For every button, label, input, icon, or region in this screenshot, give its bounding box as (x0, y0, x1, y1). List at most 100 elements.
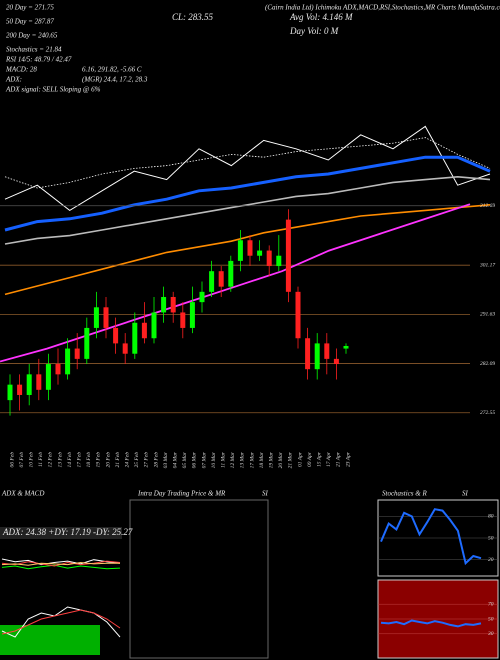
x-tick-label: 14 Feb (66, 452, 73, 468)
rsi-line (380, 619, 482, 628)
candle-body (17, 384, 23, 395)
source: (Cairn India Ltd) Ichimoku ADX,MACD,RSI,… (265, 4, 500, 12)
macd-line (1, 609, 121, 635)
ema20: 20 Day = 271.75 (6, 4, 54, 12)
adx-reading: ADX: 24.38 +DY: 17.19 -DY: 25.27 (2, 527, 133, 537)
x-tick-label: 06 Mar (192, 451, 198, 468)
adx-line (1, 558, 121, 566)
overlay-line (4, 204, 491, 296)
candle-body (151, 312, 157, 339)
x-tick-label: 15 Apr (316, 451, 322, 467)
candle-body (324, 343, 330, 359)
x-tick-label: 19 Feb (96, 452, 102, 468)
stoch-tick: 20 (488, 557, 494, 563)
x-tick-label: 17 Feb (76, 452, 82, 468)
overlay-line (4, 155, 491, 232)
candle-body (113, 327, 119, 344)
candle-body (285, 219, 291, 292)
intraday-title: Intra Day Trading Price & MR (137, 490, 226, 498)
candle-body (333, 358, 339, 365)
candle-body (55, 364, 61, 375)
adx-line (1, 564, 121, 570)
stoch-tick: 50 (488, 535, 494, 541)
close: CL: 283.55 (172, 12, 214, 22)
x-tick-label: 09 Apr (307, 451, 313, 467)
x-tick-label: 07 Mar (201, 451, 207, 468)
candle-body (180, 312, 186, 328)
stoch-title: Stochastics & R (382, 490, 427, 498)
candle-body (141, 322, 147, 339)
rsi: RSI 14/5: 48.79 / 42.47 (5, 56, 72, 64)
candle-body (45, 364, 51, 390)
x-tick-label: 17 Mar (249, 451, 255, 468)
candle-body (132, 322, 138, 354)
adx-line (1, 561, 120, 566)
candle-body (65, 348, 71, 375)
y-tick-label: 272.55 (480, 410, 495, 416)
x-tick-label: 23 Apr (345, 451, 351, 467)
x-tick-label: 07 Feb (19, 452, 25, 468)
candle-body (247, 240, 253, 256)
adx-signal: ADX signal: SELL Sloping @ 6% (5, 86, 101, 94)
x-tick-label: 21 Feb (115, 452, 121, 468)
adx-reading-bg (0, 527, 122, 539)
candle-body (122, 343, 128, 354)
x-tick-label: 12 Feb (48, 452, 54, 468)
x-tick-label: 13 Mar (240, 451, 246, 468)
candle-body (209, 271, 215, 292)
x-tick-label: 25 Feb (134, 452, 140, 468)
stoch-tick: 80 (488, 514, 494, 520)
adx-title: ADX & MACD (1, 490, 44, 498)
x-tick-label: 06 Feb (9, 452, 15, 468)
candle-body (276, 255, 282, 267)
x-tick-label: 18 Mar (259, 451, 265, 468)
x-tick-label: 10 Feb (28, 452, 34, 468)
macd-zero-fill (0, 625, 100, 655)
candle-body (218, 271, 224, 287)
candle-body (103, 307, 109, 328)
x-tick-label: 20 Mar (278, 451, 284, 468)
candle-body (237, 240, 243, 261)
avg-volume: Avg Vol: 4.146 M (289, 12, 353, 22)
rsi-tick: 30 (487, 631, 494, 637)
candle-body (305, 338, 311, 370)
rsi-tick: 70 (488, 601, 494, 607)
intraday-frame (129, 499, 269, 659)
overlay-line (4, 125, 491, 212)
candle-body (314, 343, 320, 370)
y-tick-label: 282.09 (480, 361, 495, 367)
candle-body (295, 291, 301, 339)
candle-body (7, 384, 13, 401)
overlay-line (4, 175, 491, 245)
candle-body (74, 348, 80, 359)
candle-body (161, 296, 167, 313)
candle-body (257, 250, 263, 256)
x-tick-label: 19 Mar (268, 451, 274, 468)
x-tick-label: 11 Feb (38, 452, 44, 467)
x-tick-label: 17 Apr (326, 451, 332, 467)
price-line (0, 203, 471, 363)
x-tick-label: 27 Feb (144, 452, 150, 468)
candle-body (170, 296, 176, 313)
x-tick-label: 11 Mar (220, 451, 226, 468)
candle-body (84, 327, 90, 359)
ema200: 200 Day = 240.65 (6, 32, 58, 40)
ema50: 50 Day = 287.87 (6, 18, 54, 26)
candle-body (26, 374, 32, 395)
rsi-tick: 50 (488, 616, 494, 622)
x-tick-label: 21 Mar (288, 451, 294, 468)
x-tick-label: 10 Mar (211, 451, 217, 468)
adx-values: (MGR) 24.4, 17.2, 28.3 (82, 76, 148, 84)
candle-body (266, 250, 272, 267)
x-tick-label: 24 Feb (123, 452, 130, 468)
adx: ADX: (5, 76, 22, 84)
stoch-line (380, 508, 482, 566)
macd-values: 6.16, 291.82, -5.66 C (82, 66, 142, 74)
candle-body (199, 291, 205, 303)
macd: MACD: 28 (5, 66, 37, 74)
stoch-si: SI (462, 490, 469, 498)
x-tick-label: 20 Feb (105, 452, 111, 468)
x-tick-label: 01 Apr (297, 451, 303, 467)
